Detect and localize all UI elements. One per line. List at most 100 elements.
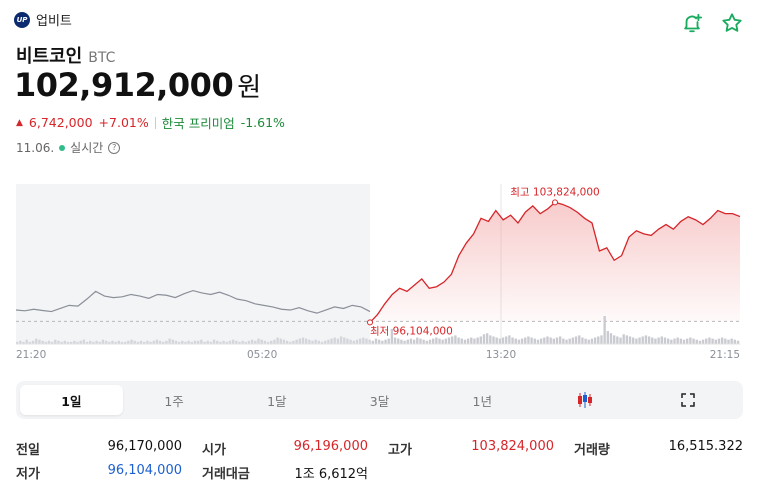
volume-bar [479,336,482,344]
exchange-header: UP 업비트 [14,10,72,29]
volume-bar [317,340,321,344]
volume-bar [425,340,429,344]
volume-bar [489,335,492,344]
volume-bar [174,340,178,344]
stat-volume: 거래량 16,515.322 [574,438,743,458]
volume-bar [593,337,597,344]
volume-bar [304,338,308,344]
period-tabs: 1일 1주 1달 3달 1년 [16,381,743,419]
price-stats: 전일 96,170,000 시가 96,196,000 고가 103,824,0… [16,436,743,484]
volume-bar [714,339,717,344]
volume-bar [454,335,457,344]
volume-bar [641,336,644,344]
candle-chart-toggle[interactable] [534,385,637,415]
volume-bar [378,339,381,344]
volume-bar [692,338,695,344]
volume-bar [66,341,70,344]
volume-bar [352,340,355,344]
volume-bar [98,341,101,344]
volume-bar [736,340,740,344]
volume-bar [514,338,517,344]
volume-bar [612,335,616,344]
volume-bar [247,340,251,344]
volume-bar [578,335,581,344]
volume-bar [117,340,120,344]
volume-bar [187,340,190,344]
fullscreen-icon [680,393,695,407]
volume-bar [28,341,32,344]
volume-bar [670,339,673,344]
volume-bar [698,340,702,344]
stat-low: 저가 96,104,000 [16,462,182,482]
price-chart[interactable]: 최고 103,824,000 최저 96,104,000 21:20 05:20 13:… [0,176,759,366]
volume-bar [530,337,533,344]
volume-bar [41,340,44,344]
volume-bar [355,339,359,344]
volume-bar [158,340,162,344]
volume-bar [485,333,489,344]
volume-bar [625,335,629,344]
volume-bar [130,339,133,344]
volume-bar [44,341,47,344]
volume-bar [733,339,737,344]
tab-1week[interactable]: 1주 [164,393,184,409]
volume-bar [393,337,397,344]
volume-bar [727,339,730,344]
volume-bar [416,337,419,344]
volume-bar [584,338,587,344]
volume-bar [320,341,324,344]
volume-bar [104,340,108,344]
volume-bar [647,336,651,344]
volume-bar [168,338,171,344]
volume-bar [111,340,114,344]
volume-bar [327,339,330,344]
tab-1day[interactable]: 1일 [20,385,123,415]
volume-bar [365,338,368,344]
volume-bar [108,341,111,344]
volume-bar [181,340,184,344]
stats-row: 저가 96,104,000 거래대금 1조 6,612억 [16,460,743,484]
help-icon[interactable]: ? [108,141,121,154]
volume-bar [231,339,235,344]
volume-bar [412,339,416,344]
stat-prev-close: 전일 96,170,000 [16,438,182,458]
volume-bar [574,336,578,344]
volume-bar [292,340,295,344]
tab-3month[interactable]: 3달 [369,393,390,409]
volume-bar [31,340,35,344]
volume-bar [609,333,613,344]
volume-bar [720,337,724,344]
volume-bar [635,338,638,344]
top-actions [679,10,745,36]
add-alert-bell-icon[interactable] [679,10,705,36]
volume-bar [409,338,413,344]
volume-bar [505,336,508,344]
volume-bar [498,338,502,344]
volume-bar [184,341,187,344]
fullscreen-toggle[interactable] [636,385,739,415]
volume-bar [76,341,79,344]
volume-bar [19,340,22,344]
volume-bar [50,341,54,344]
volume-bar [346,338,349,344]
volume-bar [333,337,336,344]
volume-bar [673,338,676,344]
volume-bar [285,340,289,344]
volume-bar [686,338,689,344]
favorite-star-icon[interactable] [719,10,745,36]
volume-bar [616,336,619,344]
volume-bar [606,331,610,344]
volume-bar [695,339,698,344]
x-tick-label: 21:15 [710,349,740,361]
volume-bar [419,338,422,344]
volume-bar [679,338,683,344]
volume-bar [244,341,248,344]
volume-bar [400,339,403,344]
volume-bar [343,337,346,344]
tab-1year[interactable]: 1년 [472,393,492,409]
volume-bar [689,337,692,344]
tab-1month[interactable]: 1달 [267,393,287,409]
volume-bar [219,341,222,344]
volume-bar [533,338,536,344]
volume-bar [638,337,641,344]
